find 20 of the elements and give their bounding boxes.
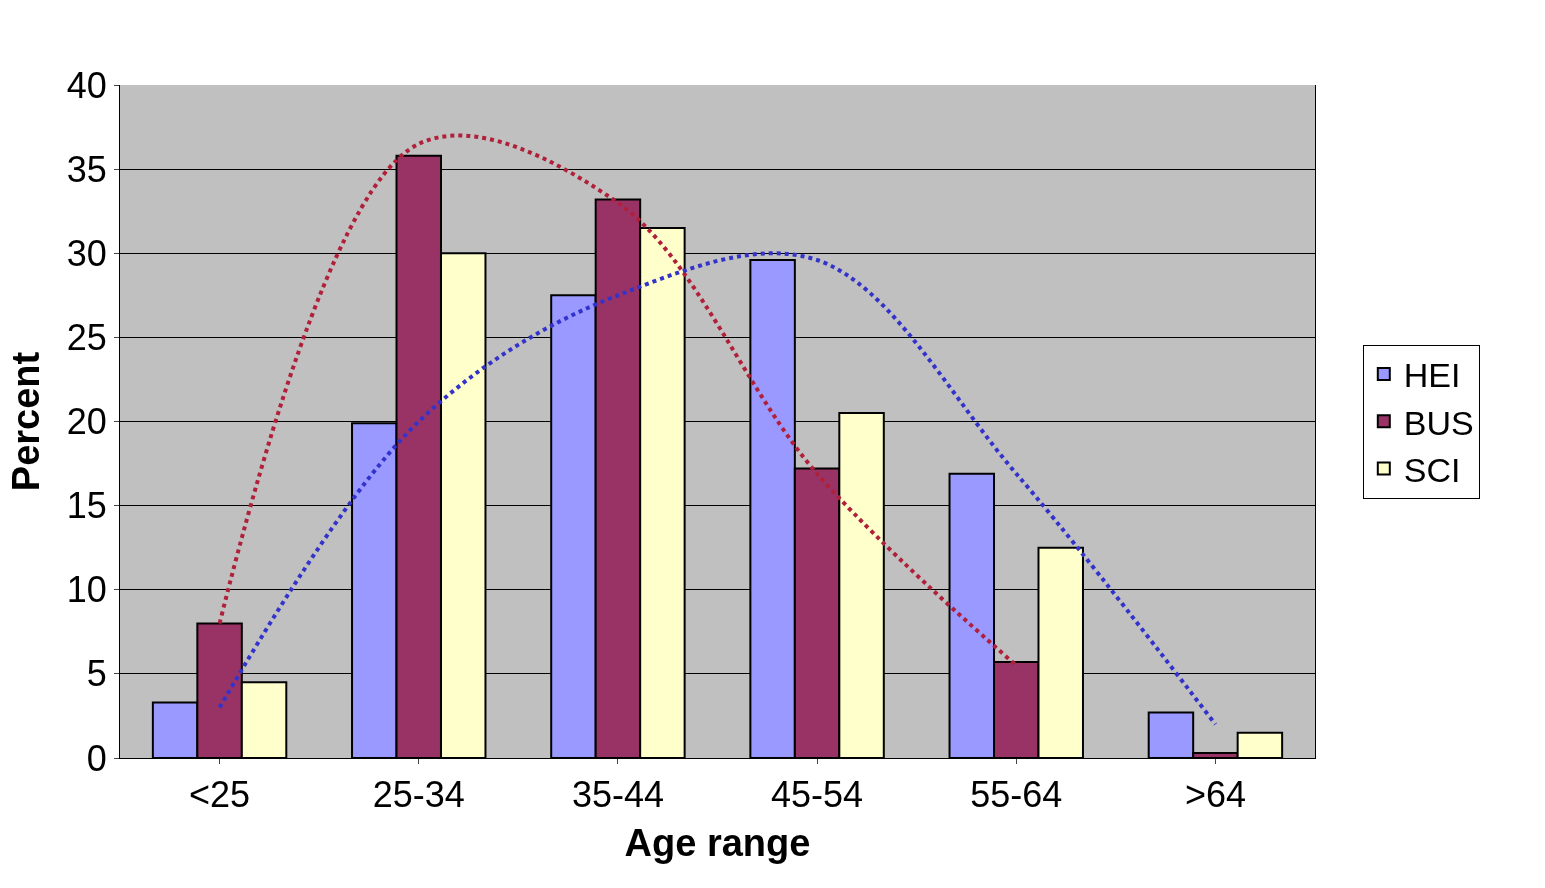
y-tick-label: 30: [66, 232, 107, 274]
legend-label: BUS: [1403, 403, 1474, 442]
x-tick-label: <25: [189, 774, 251, 816]
x-tick-label: 45-54: [771, 774, 864, 816]
y-tick-label: 15: [66, 485, 107, 527]
x-tick-label: 35-44: [571, 774, 664, 816]
x-tick-label: 25-34: [372, 774, 465, 816]
y-tick-label: 0: [86, 737, 107, 779]
y-tick-label: 35: [66, 148, 107, 190]
legend-label: HEI: [1403, 356, 1461, 395]
x-axis-title: Age range: [624, 822, 811, 865]
y-tick-label: 20: [66, 401, 107, 443]
y-axis-title: Percent: [4, 351, 47, 492]
x-tick-label: >64: [1184, 774, 1246, 816]
y-tick-label: 5: [86, 653, 107, 695]
y-tick-label: 25: [66, 316, 107, 358]
y-tick-label: 40: [66, 64, 107, 106]
y-tick-label: 10: [66, 569, 107, 611]
x-tick-label: 55-64: [970, 774, 1063, 816]
legend-label: SCI: [1403, 450, 1461, 489]
